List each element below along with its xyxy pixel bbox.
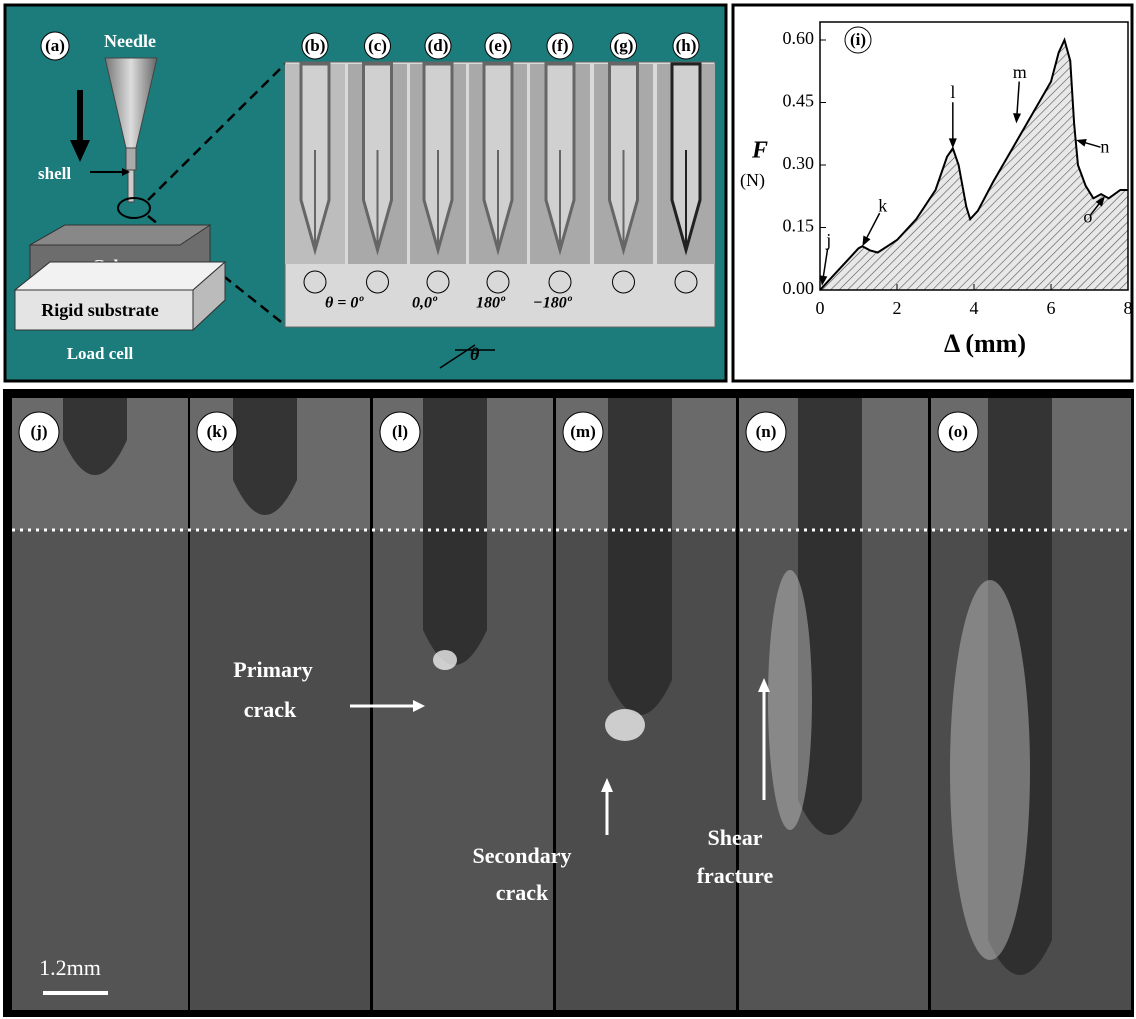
scale-bar-label: 1.2mm xyxy=(39,955,101,980)
fracture-glow xyxy=(950,580,1030,960)
figure: (a) Needle shell Gel Rigid substrate Loa… xyxy=(0,0,1136,1019)
panel-label: (c) xyxy=(368,36,387,55)
panel-label: (h) xyxy=(676,36,697,55)
panel-label: (d) xyxy=(428,36,449,55)
annotation: Secondary xyxy=(473,843,572,868)
angle-label: θ = 0º xyxy=(325,295,364,312)
annotation: Shear xyxy=(708,825,763,850)
annotation: crack xyxy=(244,697,297,722)
x-tick-label: 2 xyxy=(893,298,902,318)
y-tick-label: 0.15 xyxy=(783,216,815,236)
annotation-label: m xyxy=(1013,62,1027,82)
x-axis-label: Δ (mm) xyxy=(944,329,1026,358)
panel-label: (o) xyxy=(948,422,968,441)
crack-glow xyxy=(605,709,645,741)
annotation-label: k xyxy=(878,195,887,215)
y-tick-label: 0.00 xyxy=(783,278,815,298)
fracture-glow xyxy=(768,570,812,830)
panel-label: (k) xyxy=(207,422,228,441)
x-tick-label: 8 xyxy=(1124,298,1133,318)
label-load-cell: Load cell xyxy=(67,344,134,363)
x-tick-label: 6 xyxy=(1047,298,1056,318)
needle xyxy=(233,398,297,515)
y-axis-label: F xyxy=(751,138,768,164)
annotation-label: j xyxy=(825,230,831,250)
annotation: crack xyxy=(496,880,549,905)
x-tick-label: 4 xyxy=(970,298,979,318)
annotation-label: o xyxy=(1083,206,1092,226)
panel-label: (f) xyxy=(552,36,569,55)
label-shell: shell xyxy=(38,164,71,183)
y-axis-unit: (N) xyxy=(740,170,765,191)
panel-label: (e) xyxy=(489,36,508,55)
y-tick-label: 0.60 xyxy=(783,28,815,48)
annotation-label: n xyxy=(1100,137,1109,157)
x-tick-label: 0 xyxy=(816,298,825,318)
panel-label: (b) xyxy=(305,36,326,55)
y-tick-label: 0.30 xyxy=(783,153,815,173)
crack-glow xyxy=(433,650,457,670)
panel-label: (m) xyxy=(570,422,595,441)
angle-label: −180º xyxy=(533,295,573,312)
needle xyxy=(608,398,672,715)
panel-label: (n) xyxy=(756,422,777,441)
theta: θ xyxy=(470,344,480,364)
panel-label: (j) xyxy=(31,422,48,441)
annotation: Primary xyxy=(233,657,312,682)
panel-label: (i) xyxy=(850,30,866,49)
annotation: fracture xyxy=(697,863,774,888)
label-substrate: Rigid substrate xyxy=(41,300,159,320)
angle-label: 180º xyxy=(476,295,506,312)
panel-label: (a) xyxy=(45,36,65,55)
panel-label: (g) xyxy=(614,36,634,55)
panel-a: (a) Needle shell Gel Rigid substrate Loa… xyxy=(5,5,726,381)
y-tick-label: 0.45 xyxy=(783,91,815,111)
angle-label: 0,0º xyxy=(412,295,438,312)
panel-label: (l) xyxy=(392,422,408,441)
label-needle: Needle xyxy=(104,31,156,51)
annotation-label: l xyxy=(950,82,955,102)
photo-panel: (j) (k) (l) (m) (n) (o) Primary crack Seconda… xyxy=(3,389,1134,1017)
